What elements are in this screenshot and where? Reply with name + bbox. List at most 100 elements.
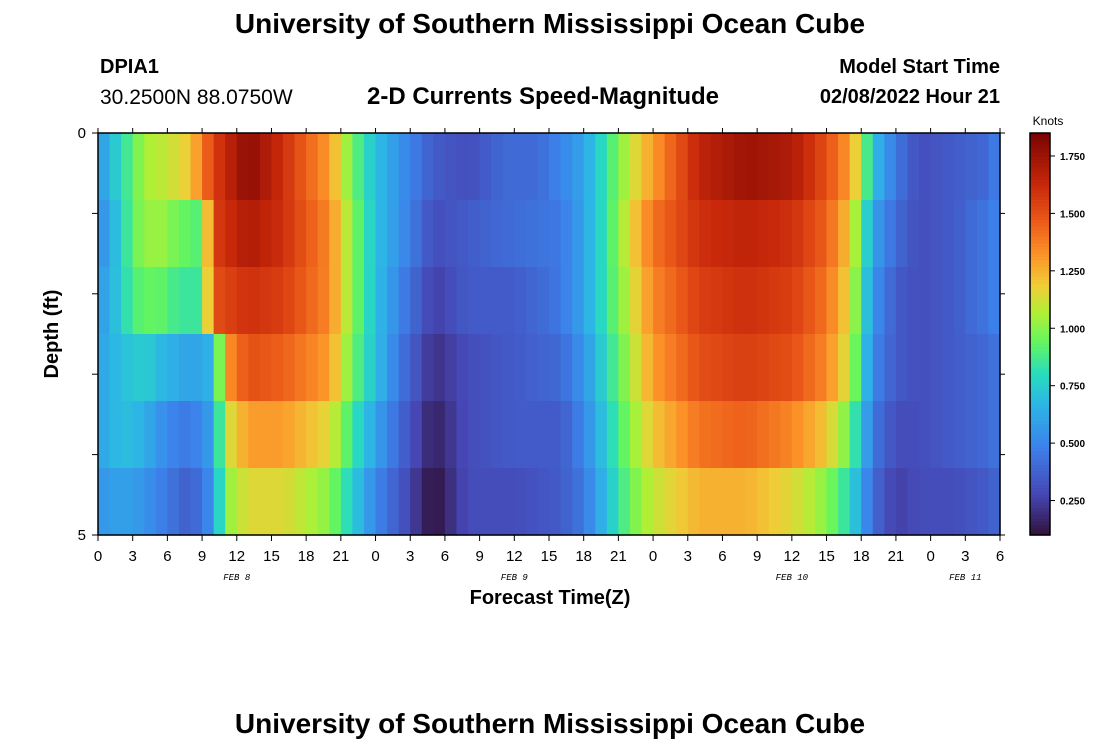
colorbar-tick-label: 1.500: [1060, 209, 1085, 220]
colorbar-segment: [1030, 461, 1050, 466]
heatmap-cell: [271, 267, 284, 335]
heatmap-cell: [942, 401, 955, 469]
heatmap-cell: [618, 267, 631, 335]
heatmap-cell: [895, 267, 909, 335]
heatmap-cell: [583, 334, 596, 402]
colorbar-segment: [1030, 263, 1050, 268]
heatmap-cell: [537, 133, 550, 201]
heatmap-cell: [768, 133, 781, 201]
colorbar-segment: [1030, 524, 1050, 529]
heatmap-cell: [259, 267, 273, 335]
heatmap-cell: [479, 468, 492, 536]
heatmap-cell: [479, 133, 492, 201]
colorbar-segment: [1030, 210, 1050, 214]
heatmap-cell: [340, 267, 354, 335]
heatmap-cell: [757, 334, 770, 402]
heatmap-cell: [572, 267, 585, 335]
heatmap-cell: [780, 133, 793, 201]
heatmap-cell: [525, 267, 539, 335]
heatmap-cell: [329, 334, 342, 402]
heatmap-cell: [699, 468, 712, 536]
heatmap-cell: [895, 334, 909, 402]
heatmap-cell: [768, 401, 781, 469]
heatmap-cell: [491, 133, 504, 201]
heatmap-cell: [953, 133, 966, 201]
heatmap-cell: [722, 401, 735, 469]
heatmap-cell: [895, 468, 909, 536]
colorbar-segment: [1030, 133, 1050, 137]
heatmap-cell: [491, 200, 504, 268]
heatmap-cell: [109, 401, 122, 469]
heatmap-cell: [283, 334, 296, 402]
x-tick-label: 3: [684, 548, 692, 565]
heatmap-cell: [838, 133, 851, 201]
heatmap-cell: [109, 133, 122, 201]
heatmap-cell: [861, 267, 874, 335]
heatmap-cell: [444, 401, 458, 469]
heatmap-cell: [537, 200, 550, 268]
heatmap-cell: [861, 401, 874, 469]
heatmap-cell: [942, 468, 955, 536]
heatmap-cell: [202, 334, 215, 402]
heatmap-cell: [988, 200, 1001, 268]
heatmap-cell: [132, 468, 145, 536]
heatmap-cell: [178, 133, 192, 201]
heatmap-cell: [225, 267, 238, 335]
heatmap-cell: [722, 468, 735, 536]
colorbar-segment: [1030, 347, 1050, 352]
heatmap-cell: [537, 267, 550, 335]
heatmap-cell: [329, 133, 342, 201]
heatmap-cell: [549, 133, 562, 201]
y-axis-label: Depth (ft): [41, 290, 63, 379]
heatmap-cell: [329, 468, 342, 536]
heatmap-cell: [491, 401, 504, 469]
heatmap-cell: [456, 468, 469, 536]
heatmap-cell: [479, 401, 492, 469]
heatmap-cell: [664, 468, 677, 536]
date-label: FEB 8: [223, 573, 251, 583]
x-tick-label: 15: [541, 548, 558, 565]
heatmap-cell: [953, 267, 966, 335]
heatmap-cell: [387, 468, 400, 536]
heatmap-cell: [803, 468, 816, 536]
heatmap-cell: [641, 468, 654, 536]
heatmap-cell: [502, 468, 515, 536]
heatmap-cell: [225, 334, 238, 402]
heatmap-cell: [976, 267, 990, 335]
heatmap-cell: [919, 200, 932, 268]
heatmap-cell: [803, 200, 816, 268]
heatmap-cell: [259, 334, 273, 402]
heatmap-cell: [363, 468, 377, 536]
colorbar-segment: [1030, 457, 1050, 462]
heatmap-cell: [306, 267, 319, 335]
x-tick-label: 18: [298, 548, 315, 565]
heatmap-cell: [421, 133, 434, 201]
heatmap-cell: [306, 334, 319, 402]
colorbar-segment: [1030, 303, 1050, 308]
heatmap-cell: [664, 334, 677, 402]
colorbar-segment: [1030, 250, 1050, 255]
heatmap-cell: [248, 267, 261, 335]
heatmap-cell: [167, 468, 180, 536]
heatmap-cell: [202, 401, 215, 469]
heatmap-cell: [884, 267, 897, 335]
heatmap-cell: [213, 200, 226, 268]
heatmap-cell: [121, 468, 134, 536]
colorbar-segment: [1030, 267, 1050, 271]
heatmap-cell: [525, 468, 539, 536]
colorbar-segment: [1030, 447, 1050, 452]
heatmap-cell: [363, 133, 377, 201]
colorbar-tick-label: 0.500: [1060, 439, 1085, 450]
x-tick-label: 12: [784, 548, 801, 565]
heatmap-cell: [768, 468, 781, 536]
heatmap-cell: [178, 200, 192, 268]
heatmap-cell: [132, 334, 145, 402]
heatmap-cell: [595, 200, 608, 268]
colorbar-segment: [1030, 293, 1050, 298]
heatmap-cell: [572, 334, 585, 402]
heatmap-cell: [606, 334, 619, 402]
heatmap-cell: [132, 133, 145, 201]
colorbar-segment: [1030, 260, 1050, 265]
heatmap-cell: [456, 133, 469, 201]
